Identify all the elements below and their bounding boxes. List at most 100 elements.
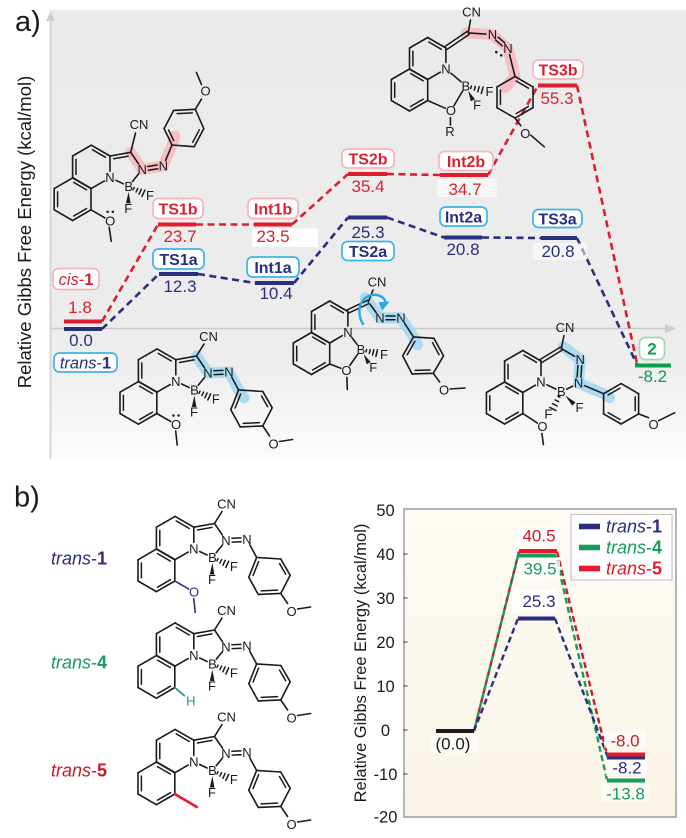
svg-text:O: O	[537, 419, 547, 434]
svg-text:N: N	[171, 374, 180, 389]
svg-text:O: O	[439, 383, 449, 398]
svg-text:F: F	[208, 785, 216, 800]
svg-text:TS2b: TS2b	[348, 151, 387, 168]
svg-text:20: 20	[376, 634, 394, 652]
svg-text:55.3: 55.3	[540, 89, 573, 108]
svg-text:O: O	[171, 417, 181, 432]
svg-text:CN: CN	[217, 497, 236, 512]
svg-text:N: N	[576, 352, 585, 367]
svg-text:2: 2	[647, 340, 656, 359]
svg-text:F: F	[230, 772, 238, 787]
svg-text:N: N	[343, 325, 352, 340]
svg-text:Relative Gibbs Free Energy (kc: Relative Gibbs Free Energy (kcal/mol)	[352, 524, 370, 803]
svg-text:CN: CN	[217, 710, 236, 725]
svg-text:TS3a: TS3a	[538, 211, 576, 228]
svg-text:O: O	[189, 585, 199, 600]
svg-text:F: F	[486, 84, 494, 99]
svg-text:1.8: 1.8	[68, 298, 92, 317]
svg-text:N: N	[375, 310, 384, 325]
svg-text:TS1a: TS1a	[159, 252, 197, 269]
svg-text:B: B	[190, 383, 199, 398]
svg-text:10: 10	[376, 678, 394, 696]
svg-text:F: F	[230, 559, 238, 574]
svg-text:-13.8: -13.8	[606, 785, 645, 804]
svg-text:B: B	[357, 342, 366, 357]
svg-text:F: F	[544, 406, 552, 421]
svg-text:O: O	[520, 126, 530, 141]
svg-text:TS1b: TS1b	[158, 201, 197, 218]
svg-text:40: 40	[376, 546, 394, 564]
svg-text:F: F	[576, 400, 584, 415]
svg-text:trans-4: trans-4	[606, 538, 662, 558]
svg-text:0: 0	[381, 722, 390, 740]
svg-text:10.4: 10.4	[259, 284, 292, 303]
svg-text:O: O	[287, 604, 297, 619]
svg-text:a): a)	[15, 6, 41, 38]
svg-text:N: N	[242, 532, 251, 547]
svg-text:N: N	[189, 648, 198, 663]
svg-text:O: O	[341, 363, 351, 378]
svg-text:CN: CN	[199, 329, 218, 344]
svg-text:B: B	[557, 384, 566, 399]
svg-text:O: O	[287, 817, 297, 832]
svg-text:N: N	[242, 745, 251, 760]
svg-text:cis-1: cis-1	[59, 271, 94, 289]
svg-text:N: N	[503, 41, 512, 56]
svg-text:trans-1: trans-1	[60, 354, 111, 372]
svg-text:CN: CN	[217, 603, 236, 618]
svg-text:B: B	[124, 179, 133, 194]
svg-text:B: B	[208, 657, 217, 672]
svg-text:20.8: 20.8	[446, 240, 479, 259]
svg-text:F: F	[208, 572, 216, 587]
svg-text:23.5: 23.5	[256, 227, 289, 246]
svg-text:F: F	[380, 347, 388, 362]
svg-text:N: N	[396, 310, 405, 325]
svg-text:25.3: 25.3	[522, 592, 555, 611]
svg-text:O: O	[649, 417, 659, 432]
svg-text:Int1b: Int1b	[254, 201, 292, 218]
svg-text:CN: CN	[130, 117, 149, 132]
svg-text:Int1a: Int1a	[254, 260, 291, 277]
svg-text:TS2a: TS2a	[349, 244, 387, 261]
svg-text:trans-5: trans-5	[606, 559, 662, 579]
svg-text:39.5: 39.5	[523, 560, 556, 579]
svg-text:O: O	[446, 103, 456, 118]
svg-text:B: B	[208, 763, 217, 778]
svg-text:N: N	[488, 27, 497, 42]
svg-text:(0.0): (0.0)	[436, 735, 471, 754]
svg-text:30: 30	[376, 590, 394, 608]
svg-text:N: N	[203, 366, 212, 381]
svg-text:B: B	[208, 550, 217, 565]
svg-text:Relative Gibbs Free Energy (kc: Relative Gibbs Free Energy (kcal/mol)	[14, 76, 35, 389]
svg-text:B: B	[461, 78, 470, 93]
svg-text:-8.0: -8.0	[610, 732, 639, 751]
svg-text:O: O	[269, 437, 279, 452]
svg-text:Int2a: Int2a	[445, 209, 482, 226]
svg-text:F: F	[230, 666, 238, 681]
svg-text:N: N	[224, 365, 233, 380]
svg-text:12.3: 12.3	[163, 277, 196, 296]
svg-text:O: O	[200, 84, 210, 99]
svg-text:N: N	[221, 746, 230, 761]
svg-text:H: H	[186, 694, 195, 709]
svg-text:N: N	[105, 170, 114, 185]
svg-text:F: F	[190, 405, 198, 420]
svg-text:TS3b: TS3b	[538, 62, 577, 79]
svg-text:trans-4: trans-4	[51, 653, 107, 673]
svg-text:b): b)	[14, 482, 40, 514]
svg-text:O: O	[105, 213, 115, 228]
svg-text:N: N	[574, 376, 583, 391]
svg-text:40.5: 40.5	[522, 527, 555, 546]
svg-text:N: N	[159, 158, 168, 173]
svg-text:F: F	[208, 679, 216, 694]
svg-text:trans-1: trans-1	[51, 549, 107, 569]
svg-text:CN: CN	[368, 275, 387, 290]
svg-text:F: F	[473, 97, 481, 112]
svg-text:35.4: 35.4	[351, 177, 384, 196]
svg-text:R: R	[445, 124, 454, 139]
svg-text:-10: -10	[374, 766, 398, 784]
svg-text:0.0: 0.0	[69, 331, 93, 350]
svg-text:34.7: 34.7	[448, 180, 481, 199]
svg-text:-20: -20	[374, 808, 398, 826]
svg-text:20.8: 20.8	[541, 242, 574, 261]
